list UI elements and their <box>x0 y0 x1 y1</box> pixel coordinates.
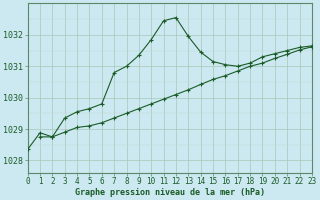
X-axis label: Graphe pression niveau de la mer (hPa): Graphe pression niveau de la mer (hPa) <box>75 188 265 197</box>
